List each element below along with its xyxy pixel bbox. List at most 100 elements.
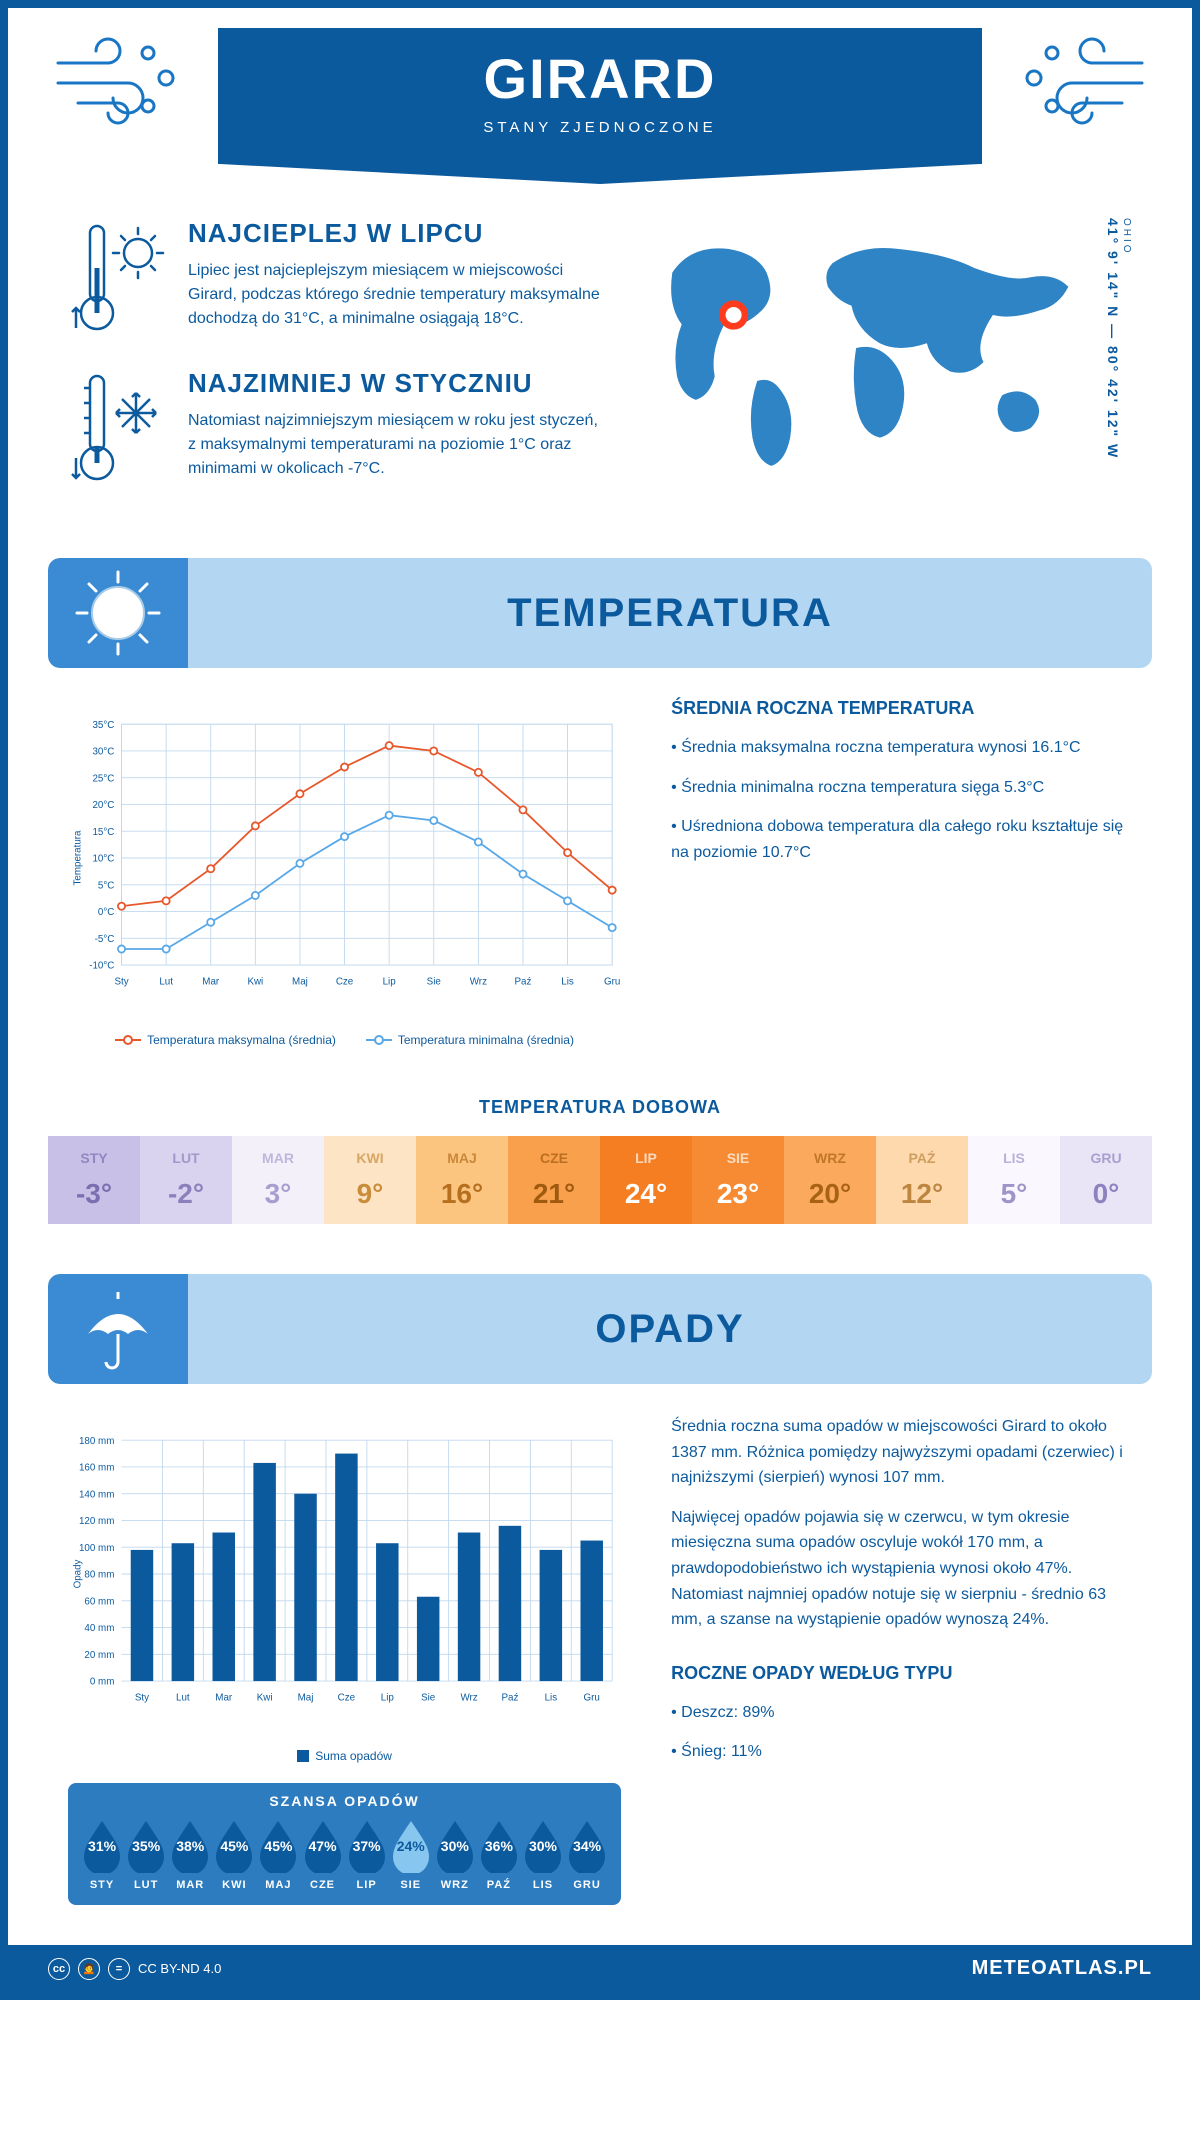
svg-text:Mar: Mar bbox=[202, 977, 220, 988]
svg-text:Maj: Maj bbox=[292, 977, 308, 988]
svg-text:40 mm: 40 mm bbox=[84, 1623, 114, 1634]
rain-chance-drop: 36% PAŹ bbox=[477, 1819, 521, 1891]
svg-text:Lip: Lip bbox=[381, 1693, 395, 1704]
svg-text:-5°C: -5°C bbox=[95, 934, 115, 945]
svg-text:Temperatura: Temperatura bbox=[72, 830, 83, 886]
city-title: GIRARD bbox=[238, 46, 962, 111]
svg-text:Kwi: Kwi bbox=[257, 1693, 273, 1704]
svg-text:Paź: Paź bbox=[502, 1693, 519, 1704]
daily-temp-cell: PAŹ12° bbox=[876, 1136, 968, 1224]
svg-text:80 mm: 80 mm bbox=[84, 1570, 114, 1581]
precipitation-bar-chart: 0 mm20 mm40 mm60 mm80 mm100 mm120 mm140 … bbox=[68, 1414, 621, 1734]
hot-info-block: NAJCIEPLEJ W LIPCU Lipiec jest najcieple… bbox=[68, 218, 604, 338]
bar-chart-legend: Suma opadów bbox=[68, 1749, 621, 1763]
rain-chance-drop: 24% SIE bbox=[389, 1819, 433, 1891]
precipitation-section-header: OPADY bbox=[48, 1274, 1152, 1384]
svg-text:Lis: Lis bbox=[561, 977, 574, 988]
svg-text:35°C: 35°C bbox=[92, 720, 114, 731]
precipitation-paragraphs: Średnia roczna suma opadów w miejscowośc… bbox=[671, 1414, 1132, 1633]
rain-chance-drop: 45% KWI bbox=[212, 1819, 256, 1891]
precip-type-title: ROCZNE OPADY WEDŁUG TYPU bbox=[671, 1663, 1132, 1684]
temp-bullet: Średnia maksymalna roczna temperatura wy… bbox=[671, 735, 1132, 761]
hot-title: NAJCIEPLEJ W LIPCU bbox=[188, 218, 604, 249]
daily-temp-cell: LUT-2° bbox=[140, 1136, 232, 1224]
daily-temp-title: TEMPERATURA DOBOWA bbox=[8, 1097, 1192, 1118]
svg-text:Gru: Gru bbox=[604, 977, 620, 988]
temp-bullet: Średnia minimalna roczna temperatura się… bbox=[671, 775, 1132, 801]
svg-text:120 mm: 120 mm bbox=[79, 1516, 114, 1527]
svg-text:100 mm: 100 mm bbox=[79, 1543, 114, 1554]
country-subtitle: STANY ZJEDNOCZONE bbox=[238, 119, 962, 136]
rain-chance-drop: 34% GRU bbox=[565, 1819, 609, 1891]
rain-chance-drops: 31% STY 35% LUT 38% MAR 45% KWI 45% MAJ bbox=[80, 1819, 609, 1891]
daily-temp-cell: SIE23° bbox=[692, 1136, 784, 1224]
footer-brand: METEOATLAS.PL bbox=[972, 1957, 1152, 1980]
precipitation-title: OPADY bbox=[188, 1307, 1152, 1352]
license-label: CC BY-ND 4.0 bbox=[138, 1961, 221, 1976]
coordinates: OHIO 41° 9' 14" N — 80° 42' 12" W bbox=[1097, 218, 1132, 518]
temp-bullets-title: ŚREDNIA ROCZNA TEMPERATURA bbox=[671, 698, 1132, 719]
daily-temp-cell: WRZ20° bbox=[784, 1136, 876, 1224]
hot-text: Lipiec jest najcieplejszym miesiącem w m… bbox=[188, 259, 604, 331]
thermometer-snow-icon bbox=[68, 368, 168, 488]
svg-text:Cze: Cze bbox=[338, 1693, 356, 1704]
precipitation-content: 0 mm20 mm40 mm60 mm80 mm100 mm120 mm140 … bbox=[8, 1414, 1192, 1945]
temp-bullets-list: Średnia maksymalna roczna temperatura wy… bbox=[671, 735, 1132, 865]
svg-text:Sty: Sty bbox=[114, 977, 128, 988]
svg-text:Lut: Lut bbox=[159, 977, 173, 988]
daily-temp-cell: MAJ16° bbox=[416, 1136, 508, 1224]
svg-text:0 mm: 0 mm bbox=[90, 1677, 114, 1688]
svg-text:20 mm: 20 mm bbox=[84, 1650, 114, 1661]
legend-item: Temperatura maksymalna (średnia) bbox=[115, 1033, 336, 1047]
temp-bullet: Uśredniona dobowa temperatura dla całego… bbox=[671, 814, 1132, 865]
svg-text:160 mm: 160 mm bbox=[79, 1463, 114, 1474]
svg-text:15°C: 15°C bbox=[92, 827, 114, 838]
by-icon: 🙍 bbox=[78, 1958, 100, 1980]
svg-text:Sie: Sie bbox=[421, 1693, 436, 1704]
line-chart-legend: Temperatura maksymalna (średnia) Tempera… bbox=[68, 1033, 621, 1047]
daily-temp-cell: CZE21° bbox=[508, 1136, 600, 1224]
svg-text:140 mm: 140 mm bbox=[79, 1489, 114, 1500]
daily-temp-cell: LIP24° bbox=[600, 1136, 692, 1224]
temperature-section-header: TEMPERATURA bbox=[48, 558, 1152, 668]
svg-text:180 mm: 180 mm bbox=[79, 1436, 114, 1447]
precip-paragraph: Najwięcej opadów pojawia się w czerwcu, … bbox=[671, 1505, 1132, 1633]
rain-chance-drop: 45% MAJ bbox=[256, 1819, 300, 1891]
svg-text:Mar: Mar bbox=[215, 1693, 233, 1704]
daily-temp-cell: GRU0° bbox=[1060, 1136, 1152, 1224]
umbrella-icon bbox=[73, 1284, 163, 1374]
thermometer-sun-icon bbox=[68, 218, 168, 338]
world-map bbox=[644, 218, 1097, 478]
daily-temp-cell: LIS5° bbox=[968, 1136, 1060, 1224]
svg-text:Cze: Cze bbox=[336, 977, 354, 988]
wind-icon-left bbox=[48, 28, 188, 128]
header: GIRARD STANY ZJEDNOCZONE bbox=[8, 8, 1192, 188]
temperature-content: -10°C-5°C0°C5°C10°C15°C20°C25°C30°C35°CS… bbox=[8, 698, 1192, 1087]
rain-chance-drop: 31% STY bbox=[80, 1819, 124, 1891]
svg-text:Wrz: Wrz bbox=[460, 1693, 477, 1704]
rain-chance-box: SZANSA OPADÓW 31% STY 35% LUT 38% MAR 45… bbox=[68, 1783, 621, 1905]
precip-type-item: Śnieg: 11% bbox=[671, 1739, 1132, 1765]
rain-chance-drop: 47% CZE bbox=[300, 1819, 344, 1891]
daily-temp-strip: STY-3°LUT-2°MAR3°KWI9°MAJ16°CZE21°LIP24°… bbox=[48, 1136, 1152, 1224]
svg-text:Gru: Gru bbox=[584, 1693, 600, 1704]
svg-text:Paź: Paź bbox=[515, 977, 532, 988]
rain-chance-drop: 35% LUT bbox=[124, 1819, 168, 1891]
daily-temp-cell: MAR3° bbox=[232, 1136, 324, 1224]
rain-chance-drop: 37% LIP bbox=[345, 1819, 389, 1891]
legend-item: Temperatura minimalna (średnia) bbox=[366, 1033, 574, 1047]
svg-text:10°C: 10°C bbox=[92, 854, 114, 865]
svg-text:Wrz: Wrz bbox=[470, 977, 487, 988]
rain-chance-drop: 38% MAR bbox=[168, 1819, 212, 1891]
rain-chance-title: SZANSA OPADÓW bbox=[80, 1793, 609, 1809]
svg-text:Kwi: Kwi bbox=[247, 977, 263, 988]
temperature-title: TEMPERATURA bbox=[188, 591, 1152, 636]
sun-icon bbox=[73, 568, 163, 658]
svg-text:Lis: Lis bbox=[545, 1693, 558, 1704]
svg-text:25°C: 25°C bbox=[92, 773, 114, 784]
cold-text: Natomiast najzimniejszym miesiącem w rok… bbox=[188, 409, 604, 481]
svg-text:Sty: Sty bbox=[135, 1693, 149, 1704]
footer: cc 🙍 = CC BY-ND 4.0 METEOATLAS.PL bbox=[8, 1945, 1192, 1992]
svg-text:30°C: 30°C bbox=[92, 747, 114, 758]
state-label: OHIO bbox=[1121, 218, 1132, 508]
